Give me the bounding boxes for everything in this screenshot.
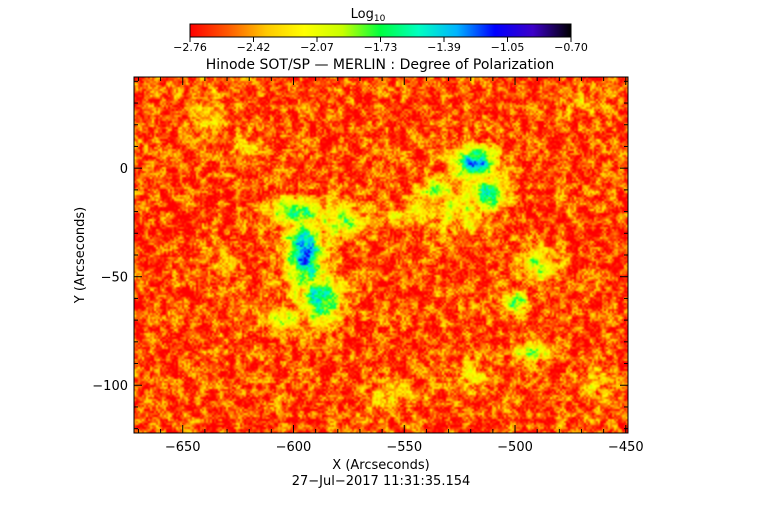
y-axis-label: Y (Arcseconds) bbox=[73, 207, 88, 304]
colorbar-tick-label: −0.70 bbox=[554, 41, 588, 54]
x-tick-label: −500 bbox=[497, 440, 533, 455]
colorbar-tick-label: −1.73 bbox=[364, 41, 398, 54]
x-axis-ticks: −650 −600 −550 −500 −450 bbox=[137, 77, 644, 455]
y-axis-ticks: 0 −50 −100 bbox=[92, 80, 628, 430]
x-tick-label: −600 bbox=[276, 440, 312, 455]
y-tick-label: −50 bbox=[101, 271, 128, 286]
y-tick-label: −100 bbox=[92, 379, 128, 394]
colorbar-tick-label: −1.05 bbox=[491, 41, 525, 54]
colorbar-ticks: −2.76 −2.42 −2.07 −1.73 −1.39 −1.05 −0.70 bbox=[173, 37, 588, 54]
x-axis-label: X (Arcseconds) bbox=[332, 458, 429, 473]
timestamp: 27−Jul−2017 11:31:35.154 bbox=[292, 474, 471, 489]
x-tick-label: −550 bbox=[386, 440, 422, 455]
x-tick-label: −450 bbox=[608, 440, 644, 455]
heatmap-area bbox=[133, 76, 629, 434]
colorbar-label: Log10 bbox=[351, 7, 386, 24]
chart-title: Hinode SOT/SP — MERLIN : Degree of Polar… bbox=[206, 57, 555, 73]
y-tick-label: 0 bbox=[120, 162, 128, 177]
heatmap-image bbox=[134, 77, 628, 433]
colorbar-tick-label: −2.76 bbox=[173, 41, 207, 54]
colorbar-tick-label: −2.42 bbox=[237, 41, 271, 54]
colorbar-gradient bbox=[189, 23, 572, 38]
x-tick-label: −650 bbox=[165, 440, 201, 455]
colorbar: Log10 −2.76 −2.42 −2.07 −1.73 −1.39 −1.05 −0.7… bbox=[173, 7, 588, 54]
colorbar-tick-label: −2.07 bbox=[300, 41, 334, 54]
colorbar-tick-label: −1.39 bbox=[427, 41, 461, 54]
